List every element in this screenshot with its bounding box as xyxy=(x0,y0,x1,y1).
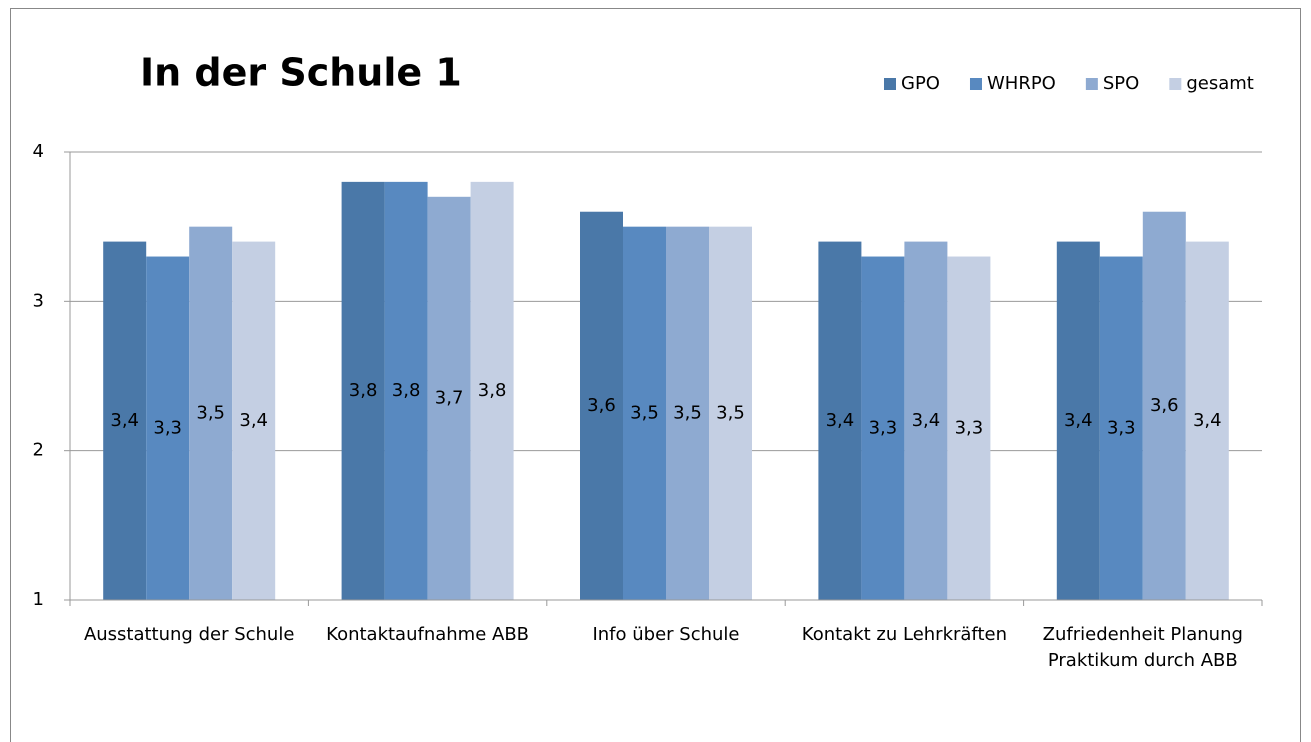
data-label: 3,4 xyxy=(912,410,941,431)
x-tick-label: Kontakt zu Lehrkräften xyxy=(801,624,1007,645)
legend-swatch xyxy=(1085,78,1098,90)
bar xyxy=(341,181,385,600)
y-tick-label: 2 xyxy=(33,440,44,461)
legend-label: SPO xyxy=(1103,73,1139,94)
legend-swatch xyxy=(884,78,896,90)
legend-label: GPO xyxy=(901,73,940,94)
bar xyxy=(1185,241,1229,600)
data-label: 3,4 xyxy=(239,410,268,431)
data-label: 3,5 xyxy=(716,402,745,423)
chart-frame xyxy=(10,8,1301,742)
legend-label: WHRPO xyxy=(987,73,1056,94)
bar xyxy=(580,211,623,600)
bar xyxy=(384,181,428,600)
data-label: 3,8 xyxy=(478,380,507,401)
bar xyxy=(427,196,471,601)
data-label: 3,4 xyxy=(826,410,855,431)
bar xyxy=(189,226,233,600)
x-tick-label: Kontaktaufnahme ABB xyxy=(326,624,530,645)
data-label: 3,3 xyxy=(153,417,182,438)
bar xyxy=(623,226,666,600)
bar xyxy=(470,181,514,600)
bar xyxy=(146,256,190,600)
bar xyxy=(947,256,991,600)
x-tick-label: Ausstattung der Schule xyxy=(83,624,295,645)
data-label: 3,4 xyxy=(110,410,139,431)
data-label: 3,3 xyxy=(869,417,898,438)
data-label: 3,5 xyxy=(673,402,702,423)
bar xyxy=(232,241,276,600)
bar xyxy=(1099,256,1143,600)
bar xyxy=(1056,241,1100,600)
data-label: 3,6 xyxy=(1150,395,1179,416)
bar xyxy=(861,256,905,600)
data-label: 3,5 xyxy=(630,402,659,423)
bar xyxy=(1142,211,1186,600)
x-tick-label: Zufriedenheit Planung Praktikum durch AB… xyxy=(1042,624,1243,671)
chart-title: In der Schule 1 xyxy=(140,51,462,95)
bar xyxy=(103,241,147,600)
x-tick-label: Info über Schule xyxy=(592,624,740,645)
data-label: 3,5 xyxy=(196,402,225,423)
bar xyxy=(818,241,862,600)
bar xyxy=(904,241,948,600)
data-label: 3,4 xyxy=(1193,410,1222,431)
legend-swatch xyxy=(969,78,982,90)
y-tick-label: 4 xyxy=(33,141,44,162)
data-label: 3,3 xyxy=(1107,417,1136,438)
data-label: 3,8 xyxy=(349,380,378,401)
data-label: 3,7 xyxy=(435,387,464,408)
legend-label: gesamt xyxy=(1186,73,1254,94)
y-tick-label: 1 xyxy=(33,589,44,610)
legend-swatch xyxy=(1169,78,1182,90)
bar xyxy=(709,226,752,600)
data-label: 3,3 xyxy=(955,417,984,438)
data-label: 3,6 xyxy=(587,395,616,416)
data-label: 3,8 xyxy=(392,380,421,401)
data-label: 3,4 xyxy=(1064,410,1093,431)
bar xyxy=(666,226,709,600)
y-tick-label: 3 xyxy=(33,290,44,311)
